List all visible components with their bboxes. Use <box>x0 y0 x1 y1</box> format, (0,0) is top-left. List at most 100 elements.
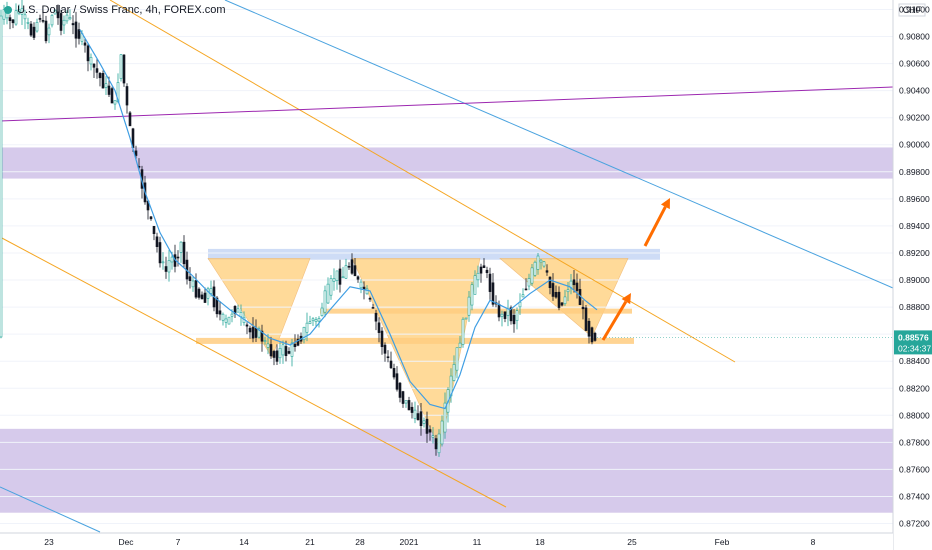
candle-body <box>398 382 402 398</box>
bullish-arrow-upper[interactable] <box>643 198 670 247</box>
head-triangle[interactable] <box>351 258 481 451</box>
bullish-arrow-lower[interactable] <box>601 293 631 341</box>
candle-body <box>32 26 36 38</box>
candle-body <box>350 259 354 274</box>
candle-body <box>200 294 204 300</box>
left-shoulder-triangle[interactable] <box>207 258 311 358</box>
candle-body <box>203 292 207 303</box>
candle-body <box>512 314 516 325</box>
timeframe-label[interactable]: 4h <box>145 4 158 16</box>
candle-body <box>227 316 231 325</box>
candle-body <box>389 360 393 369</box>
candle-body <box>410 406 414 413</box>
candle-body <box>380 330 384 348</box>
channel-upper-trendline[interactable] <box>109 0 736 363</box>
price-tick-label: 0.91000 <box>899 4 930 14</box>
candle-body <box>266 343 270 348</box>
resistance-zone[interactable] <box>0 147 893 179</box>
candle-body <box>197 288 201 298</box>
candle-body <box>254 327 258 338</box>
candle-body <box>47 27 51 36</box>
symbol-label[interactable]: U.S. Dollar / Swiss Franc <box>17 4 140 16</box>
neckline-zone[interactable] <box>208 248 660 260</box>
chart-header: U.S. Dollar / Swiss Franc, 4h, FOREX.com <box>4 4 226 16</box>
candle-body <box>308 321 312 324</box>
price-axis[interactable] <box>893 0 932 550</box>
candle-body <box>50 14 54 26</box>
support-zone[interactable] <box>0 428 893 513</box>
candle-body <box>161 261 165 264</box>
exchange-label: FOREX.com <box>163 4 226 16</box>
candle-body <box>209 288 213 294</box>
candle-body <box>68 17 72 20</box>
price-tick-label: 0.89000 <box>899 275 930 285</box>
candle-body <box>83 42 87 46</box>
time-tick-label: 25 <box>627 537 637 547</box>
price-tick-label: 0.87600 <box>899 464 930 474</box>
channel-lower-trendline[interactable] <box>0 236 507 508</box>
currency-box[interactable] <box>898 3 926 17</box>
price-tick-label: 0.88200 <box>899 383 930 393</box>
candle-body <box>365 288 369 295</box>
candle-body <box>176 256 180 259</box>
candle-countdown: 02:34:37 <box>898 343 931 353</box>
candle-body <box>113 100 117 105</box>
last-price-tag[interactable] <box>894 330 932 355</box>
candle-body <box>125 86 129 106</box>
candle-body <box>590 327 594 343</box>
price-tick-label: 0.90200 <box>899 113 930 123</box>
candle-body <box>395 373 399 390</box>
candle-body <box>431 435 435 438</box>
candle-body <box>413 409 417 419</box>
level-band-upper[interactable] <box>320 308 632 314</box>
blue-trendline-upper[interactable] <box>224 0 894 289</box>
price-tick-label: 0.88000 <box>899 410 930 420</box>
candle-body <box>467 296 471 316</box>
candle-body <box>119 54 123 79</box>
price-tick-label: 0.89200 <box>899 248 930 258</box>
candle-body <box>521 294 525 298</box>
candle-body <box>572 279 576 286</box>
level-band-lower[interactable] <box>196 337 634 344</box>
candle-body <box>326 283 330 304</box>
candle-body <box>329 278 333 296</box>
candle-body <box>89 57 93 65</box>
candle-body <box>500 313 504 317</box>
candle-body <box>245 324 249 327</box>
candle-body <box>422 420 426 424</box>
blue-trendline-lower[interactable] <box>0 486 101 533</box>
purple-trendline[interactable] <box>0 86 894 122</box>
candle-body <box>464 317 468 320</box>
time-tick-label: 11 <box>473 537 482 547</box>
candle-body <box>152 225 156 234</box>
candle-body <box>104 83 108 88</box>
candle-body <box>305 322 309 333</box>
candle-body <box>191 280 195 288</box>
candle-body <box>230 313 234 317</box>
time-tick-label: Feb <box>715 537 730 547</box>
candle-body <box>44 20 48 42</box>
candle-body <box>320 307 324 316</box>
candle-body <box>527 278 531 287</box>
candle-body <box>302 326 306 340</box>
candle-body <box>95 68 99 73</box>
candle-body <box>488 273 492 292</box>
moving-average-line[interactable] <box>79 29 598 410</box>
candle-body <box>167 260 171 273</box>
time-tick-label: 14 <box>239 537 249 547</box>
candle-body <box>86 45 90 62</box>
candle-body <box>248 327 252 333</box>
time-tick-label: Dec <box>118 537 134 547</box>
candle-body <box>164 266 168 272</box>
candle-body <box>179 241 183 253</box>
candle-body <box>287 351 291 354</box>
price-tick-label: 0.90000 <box>899 140 930 150</box>
candle-body <box>563 296 567 305</box>
price-tick-label: 0.87800 <box>899 437 930 447</box>
time-axis[interactable] <box>0 533 893 550</box>
time-tick-label: 7 <box>176 537 181 547</box>
candle-body <box>215 297 219 315</box>
candle-body <box>419 411 423 427</box>
